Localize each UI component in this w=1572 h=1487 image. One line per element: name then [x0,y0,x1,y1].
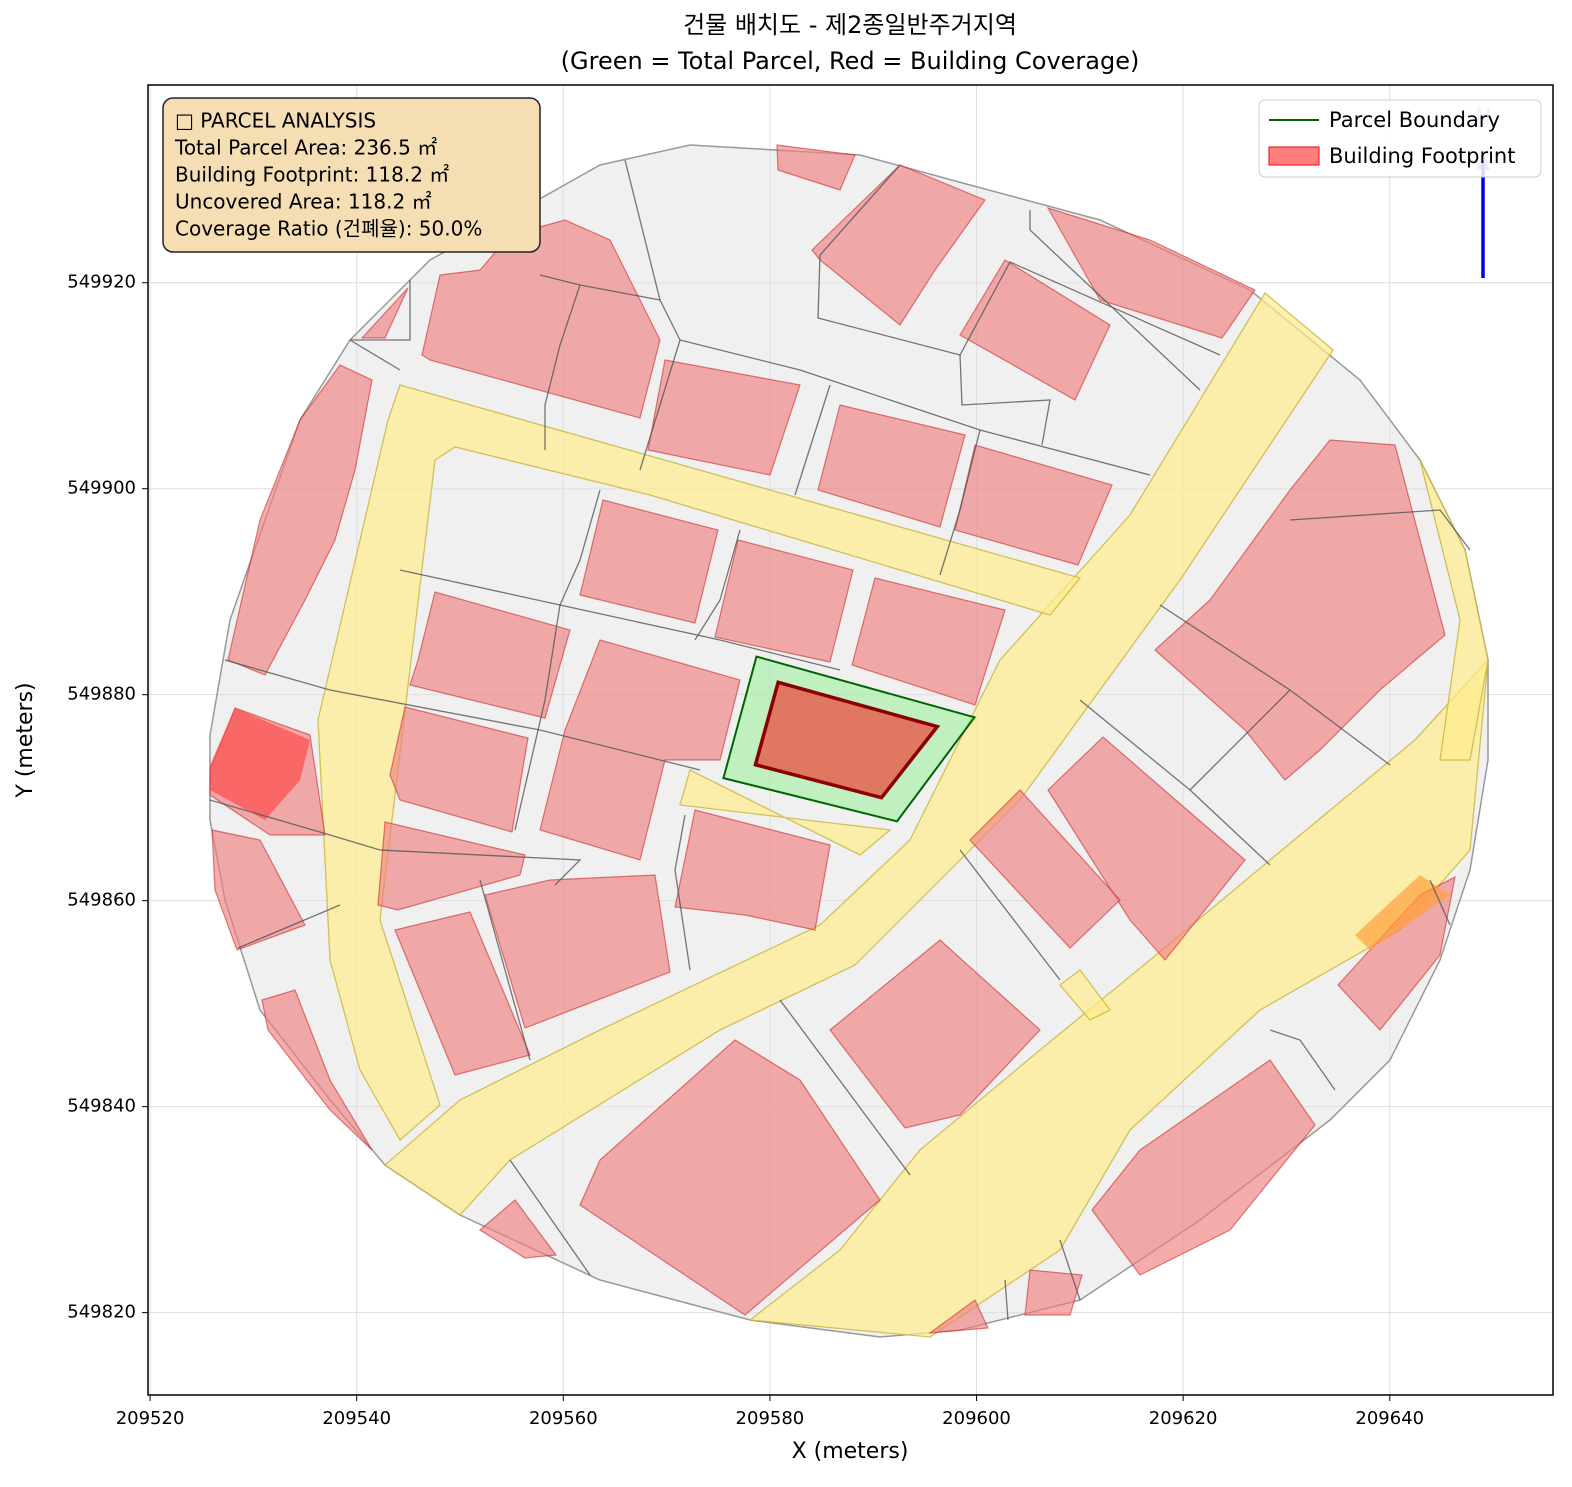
y-tick-label: 549880 [67,684,136,705]
y-tick-label: 549920 [67,272,136,293]
plot-frame [147,84,1554,1396]
annotation-line: Coverage Ratio (건폐율): 50.0% [175,217,482,241]
annotation-line: Uncovered Area: 118.2 ㎡ [175,190,432,214]
legend-swatch [1268,146,1320,166]
annotation-line: □ PARCEL ANALYSIS [175,109,376,133]
annotation: □ PARCEL ANALYSIS Total Parcel Area: 236.… [162,97,541,253]
parcel-lines [209,159,1471,1321]
building-polygon [753,680,941,800]
y-tick-label: 549840 [67,1096,136,1117]
x-tick-label: 209540 [322,1408,391,1429]
roads [317,292,1489,1338]
annotation-line: Building Footprint: 118.2 ㎡ [175,163,449,187]
legend-label: Parcel Boundary [1329,108,1500,132]
chart-subtitle: (Green = Total Parcel, Red = Building Co… [561,47,1140,75]
x-tick-label: 209560 [529,1408,598,1429]
buildings [209,144,1456,1334]
x-tick-label: 209600 [942,1408,1011,1429]
y-tick-label: 549900 [67,478,136,499]
annotation-box [162,97,541,253]
legend-label: Building Footprint [1329,144,1515,168]
chart-title: 건물 배치도 - 제2종일반주거지역 [683,11,1017,39]
legend-box [1258,99,1542,178]
x-tick-label: 209620 [1149,1408,1218,1429]
legend: Parcel Boundary Building Footprint [1258,99,1542,178]
y-tick-label: 549820 [67,1302,136,1323]
x-tick-label: 209520 [116,1408,185,1429]
x-tick-label: 209580 [736,1408,805,1429]
y-axis-label: Y (meters) [13,682,38,798]
data-layer [722,655,977,823]
x-tick-label: 209640 [1355,1408,1424,1429]
x-axis-label: X (meters) [792,1439,909,1464]
annotation-line: Total Parcel Area: 236.5 ㎡ [174,136,437,160]
y-tick-label: 549860 [67,890,136,911]
ticks: 209520 209540 209560 209580 209600 209620 2096… [67,272,1424,1429]
